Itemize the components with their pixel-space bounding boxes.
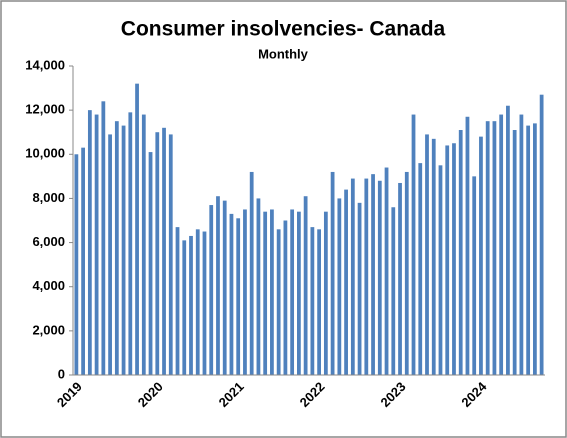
bar: [377, 180, 382, 375]
bar: [182, 240, 187, 375]
bar: [141, 114, 146, 376]
bar: [87, 110, 92, 376]
bar: [418, 163, 423, 375]
bar: [404, 171, 409, 375]
bar: [276, 229, 281, 375]
bar: [209, 205, 214, 375]
bar: [229, 213, 234, 375]
bar: [128, 112, 133, 375]
bar: [350, 178, 355, 375]
bar: [81, 147, 86, 375]
bar: [195, 229, 200, 375]
bar: [398, 182, 402, 375]
bar: [479, 136, 483, 375]
bar: [155, 132, 160, 375]
bar: [357, 202, 362, 375]
bar: [526, 125, 531, 375]
bar: [452, 143, 456, 375]
bar: [175, 227, 180, 375]
bar: [256, 198, 261, 375]
bar: [243, 209, 247, 375]
bar: [506, 105, 510, 375]
bar: [539, 94, 544, 375]
bar: [431, 138, 436, 375]
bar: [499, 114, 504, 376]
bar: [135, 83, 139, 376]
chart-title: Consumer insolvencies- Canada: [121, 18, 446, 41]
bar: [303, 196, 308, 375]
bar: [222, 200, 227, 375]
y-tick-label: 2,000: [32, 322, 65, 337]
bar: [532, 123, 537, 375]
bar: [411, 114, 416, 376]
y-tick-label: 0: [58, 366, 65, 381]
bar: [108, 134, 112, 375]
bar: [263, 211, 268, 375]
bar: [74, 154, 79, 375]
bar: [202, 231, 207, 375]
bar: [371, 174, 375, 375]
bar: [114, 121, 119, 375]
bar: [296, 211, 301, 375]
bar: [270, 209, 274, 375]
bar: [330, 171, 335, 375]
chart-subtitle: Monthly: [258, 46, 309, 61]
y-tick-label: 14,000: [25, 57, 65, 72]
bar: [472, 176, 477, 375]
bar: [458, 130, 463, 375]
y-tick-label: 4,000: [32, 278, 65, 293]
bar: [94, 114, 99, 376]
y-tick-label: 12,000: [25, 102, 65, 117]
bar: [337, 198, 342, 375]
bar: [425, 134, 429, 375]
bar: [485, 121, 490, 375]
bar: [391, 207, 396, 375]
bar: [283, 220, 288, 375]
bar: [236, 218, 241, 375]
bar: [317, 229, 322, 375]
bar: [445, 145, 450, 375]
bar: [148, 152, 153, 375]
bar: [512, 130, 517, 375]
bar: [384, 167, 389, 375]
bar: [519, 114, 524, 376]
bar: [364, 178, 369, 375]
bar: [344, 189, 348, 375]
bar: [465, 116, 470, 375]
y-tick-label: 6,000: [32, 234, 65, 249]
bar: [290, 209, 295, 375]
bar: [216, 196, 220, 375]
bar: [189, 235, 193, 375]
bar: [121, 125, 126, 375]
bar: [249, 171, 254, 375]
bar: [162, 127, 166, 375]
bar: [323, 211, 328, 375]
bar: [310, 227, 315, 375]
y-tick-label: 8,000: [32, 190, 65, 205]
y-tick-label: 10,000: [25, 146, 65, 161]
bar: [168, 134, 173, 375]
bar: [101, 101, 106, 376]
bar: [438, 165, 443, 375]
bar: [492, 121, 497, 375]
